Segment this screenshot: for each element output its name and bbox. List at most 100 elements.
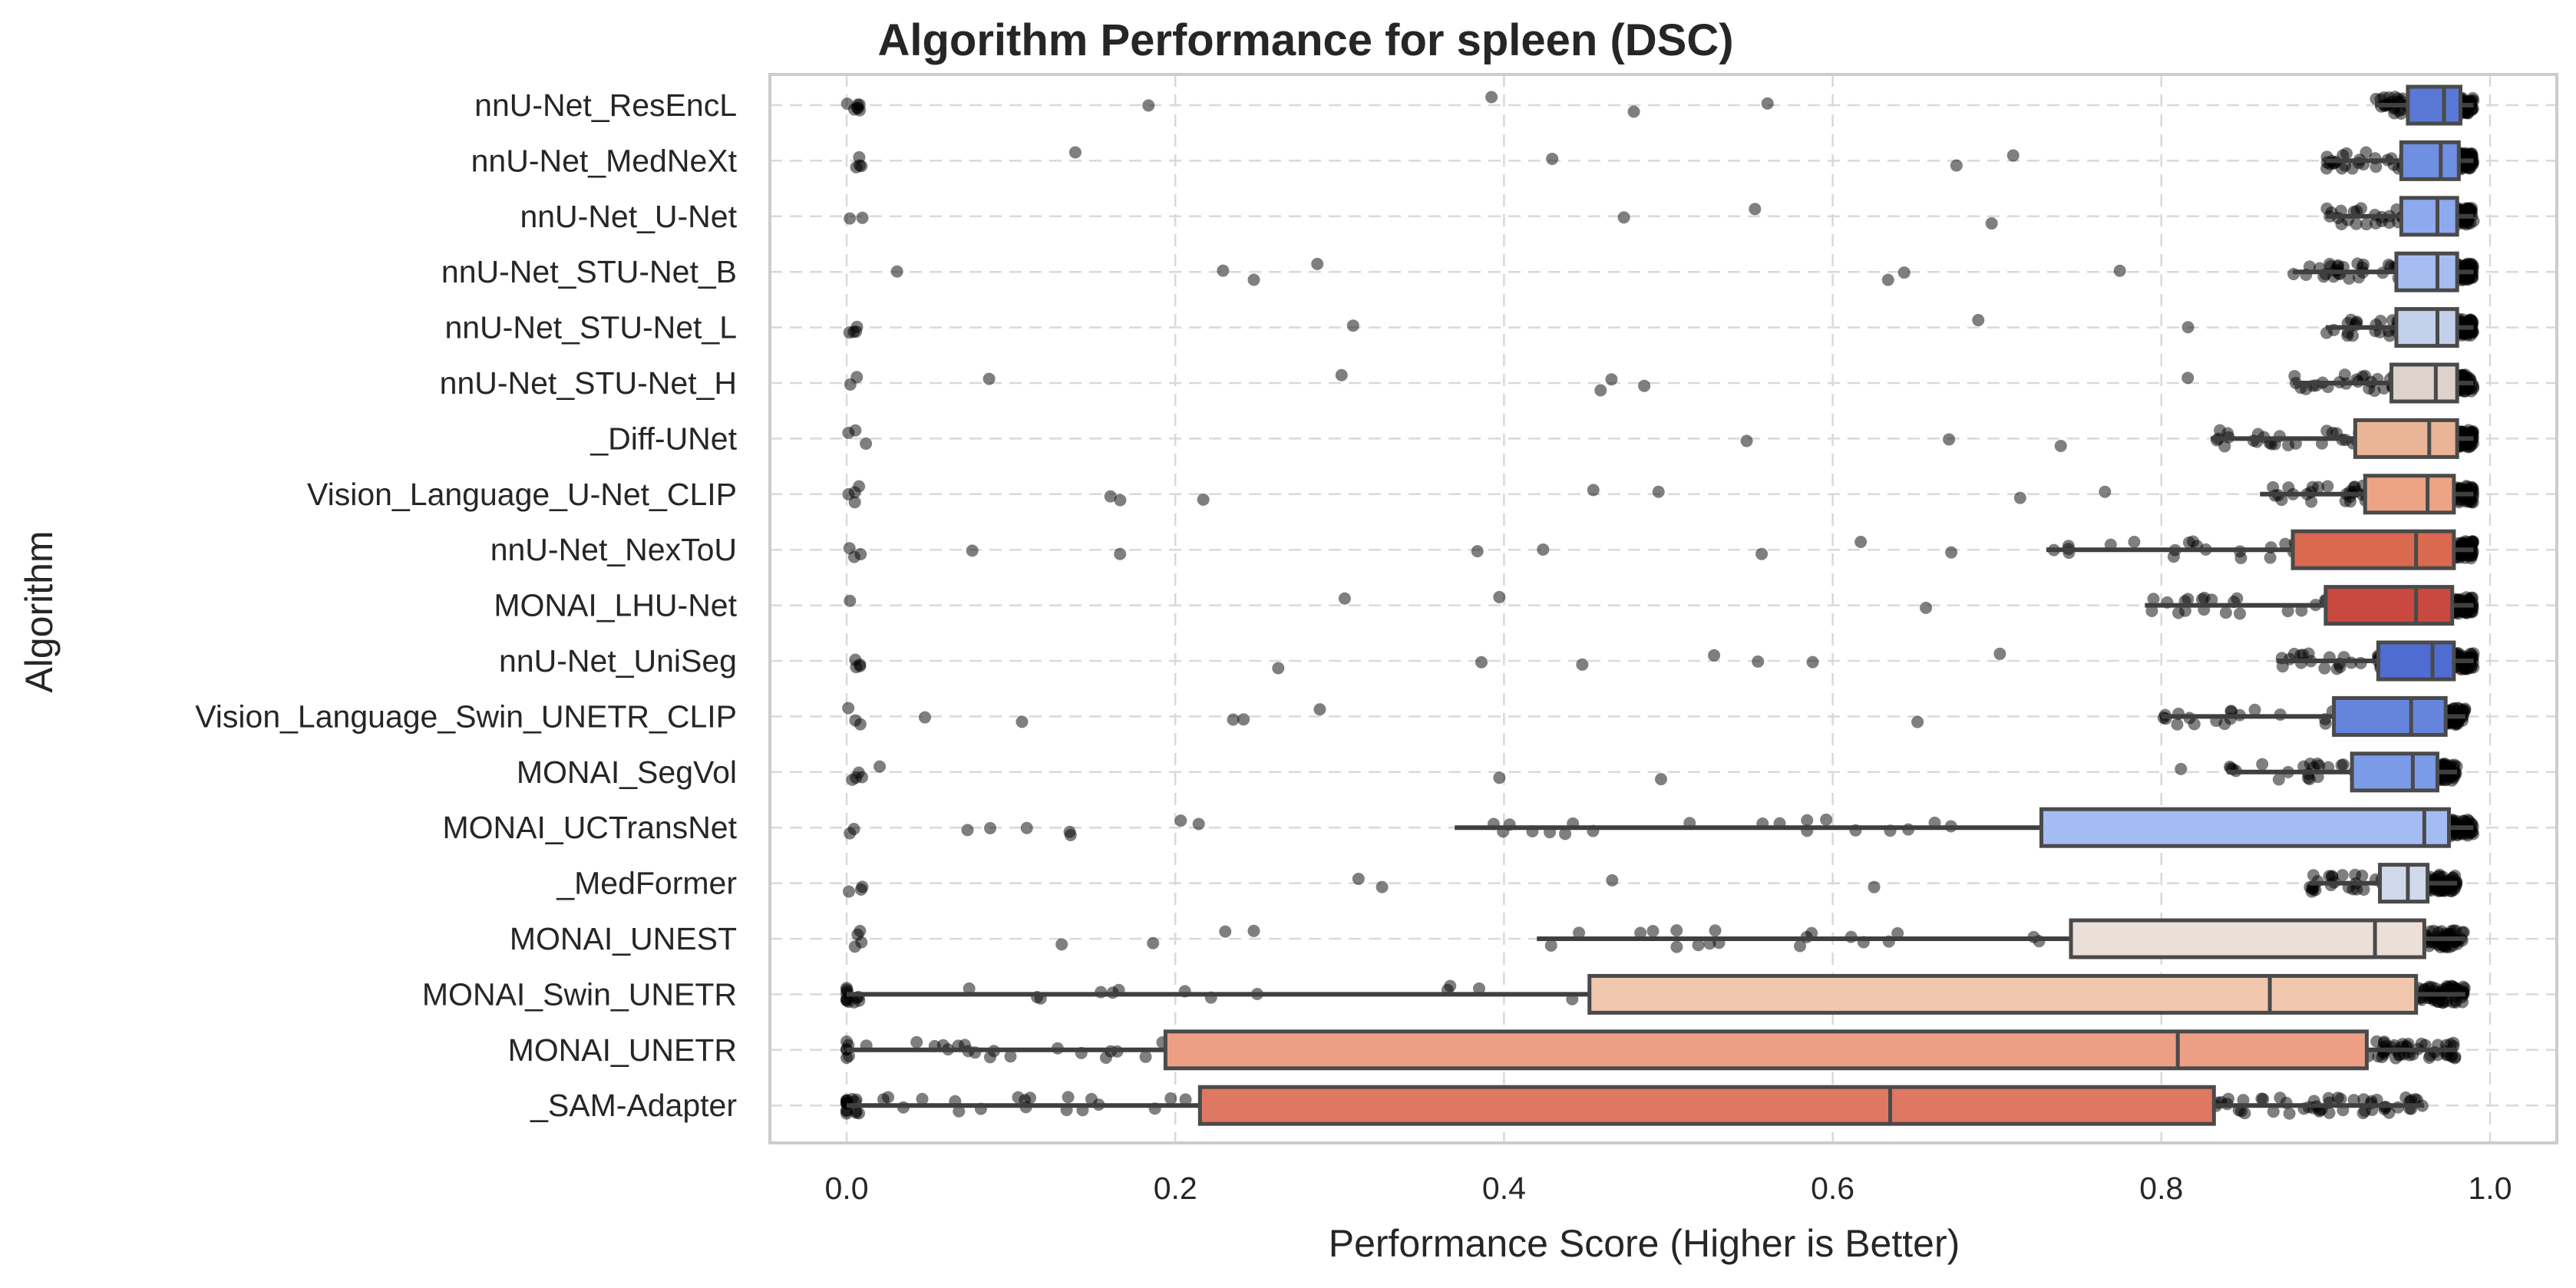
data-point bbox=[1114, 547, 1127, 560]
data-point bbox=[1104, 490, 1117, 503]
data-point bbox=[1634, 926, 1647, 940]
data-point bbox=[2321, 480, 2334, 493]
box bbox=[2399, 196, 2459, 237]
data-point bbox=[1605, 373, 1618, 386]
y-tick-label: nnU-Net_STU-Net_B bbox=[441, 254, 737, 289]
y-tick-label: MONAI_LHU-Net bbox=[494, 588, 737, 623]
data-point bbox=[2214, 424, 2227, 437]
chart-title: Algorithm Performance for spleen (DSC) bbox=[877, 15, 1733, 65]
data-point bbox=[1594, 384, 1607, 397]
data-point bbox=[2323, 1106, 2336, 1119]
data-point bbox=[1012, 1091, 1025, 1104]
data-point bbox=[1794, 940, 1807, 953]
data-point bbox=[2360, 218, 2373, 231]
data-point bbox=[2447, 924, 2460, 937]
box bbox=[1587, 973, 2419, 1015]
data-point bbox=[844, 594, 857, 607]
data-point bbox=[1174, 814, 1187, 827]
data-point bbox=[1537, 543, 1550, 556]
data-point bbox=[1114, 494, 1127, 507]
box bbox=[2399, 140, 2461, 181]
data-point bbox=[2442, 980, 2455, 993]
data-point bbox=[2318, 662, 2331, 675]
data-point bbox=[1147, 936, 1160, 949]
data-point bbox=[1692, 939, 1705, 952]
data-point bbox=[2320, 424, 2333, 438]
data-point bbox=[2237, 1094, 2250, 1107]
data-point bbox=[842, 702, 855, 715]
data-point bbox=[2128, 536, 2141, 549]
data-point bbox=[2301, 771, 2314, 784]
data-point bbox=[1854, 536, 1868, 549]
data-point bbox=[1897, 266, 1911, 279]
data-point bbox=[961, 824, 974, 837]
y-tick-label: MONAI_UNEST bbox=[510, 921, 737, 956]
data-point bbox=[1485, 91, 1498, 104]
data-point bbox=[2422, 1052, 2436, 1065]
data-point bbox=[1493, 590, 1506, 603]
data-point bbox=[1749, 203, 1762, 216]
data-point bbox=[850, 320, 864, 333]
data-point bbox=[966, 544, 979, 557]
data-point bbox=[984, 821, 997, 834]
data-point bbox=[2447, 1036, 2460, 1049]
data-point bbox=[2306, 481, 2319, 494]
x-tick-label: 0.0 bbox=[825, 1171, 869, 1206]
data-point bbox=[1573, 926, 1586, 940]
y-tick-label: nnU-Net_STU-Net_H bbox=[440, 365, 737, 401]
data-point bbox=[2457, 980, 2470, 993]
box-layer bbox=[847, 84, 2474, 1126]
y-tick-label: MONAI_Swin_UNETR bbox=[422, 976, 737, 1012]
data-point bbox=[2187, 535, 2200, 548]
data-point bbox=[2181, 321, 2195, 334]
data-point bbox=[2113, 264, 2126, 277]
data-point bbox=[2267, 1105, 2280, 1118]
data-point bbox=[2248, 703, 2261, 716]
x-tick-label: 0.4 bbox=[1482, 1171, 1526, 1206]
box bbox=[2290, 529, 2456, 570]
data-point bbox=[1546, 152, 1559, 165]
data-point bbox=[2287, 647, 2300, 660]
data-point bbox=[1473, 982, 1486, 995]
data-point bbox=[918, 711, 931, 724]
data-point bbox=[2347, 1094, 2360, 1107]
box bbox=[2394, 307, 2459, 348]
data-point bbox=[1708, 649, 1721, 662]
data-point bbox=[1868, 880, 1881, 893]
data-point bbox=[2344, 495, 2357, 508]
data-point bbox=[1247, 924, 1260, 937]
data-point bbox=[2343, 272, 2356, 285]
data-point bbox=[2465, 385, 2478, 398]
data-point bbox=[2054, 439, 2067, 452]
data-point bbox=[852, 766, 865, 779]
y-tick-label: _Diff-UNet bbox=[590, 421, 737, 456]
data-point bbox=[890, 265, 903, 278]
data-point bbox=[2446, 996, 2459, 1009]
data-point bbox=[2355, 202, 2368, 215]
data-point bbox=[2459, 606, 2472, 619]
data-point bbox=[1493, 771, 1506, 784]
data-point bbox=[1020, 821, 1033, 834]
data-point bbox=[2275, 494, 2288, 507]
data-point bbox=[1945, 546, 1958, 559]
data-point bbox=[1099, 1052, 1112, 1065]
data-point bbox=[1761, 97, 1774, 110]
data-point bbox=[2145, 605, 2158, 618]
box bbox=[2378, 863, 2430, 904]
data-point bbox=[2334, 204, 2347, 217]
data-point bbox=[2305, 885, 2318, 898]
data-point bbox=[1376, 880, 1389, 893]
data-point bbox=[2356, 869, 2369, 882]
data-point bbox=[1943, 433, 1956, 446]
data-point bbox=[1627, 105, 1640, 118]
data-point bbox=[2462, 495, 2475, 508]
x-tick-label: 0.6 bbox=[1811, 1171, 1854, 1206]
data-point bbox=[2234, 607, 2247, 620]
box bbox=[2350, 751, 2439, 793]
box bbox=[1197, 1085, 2216, 1126]
data-point bbox=[2304, 757, 2317, 770]
data-point bbox=[2256, 758, 2269, 771]
box bbox=[2323, 585, 2455, 626]
data-point bbox=[1016, 715, 1029, 728]
